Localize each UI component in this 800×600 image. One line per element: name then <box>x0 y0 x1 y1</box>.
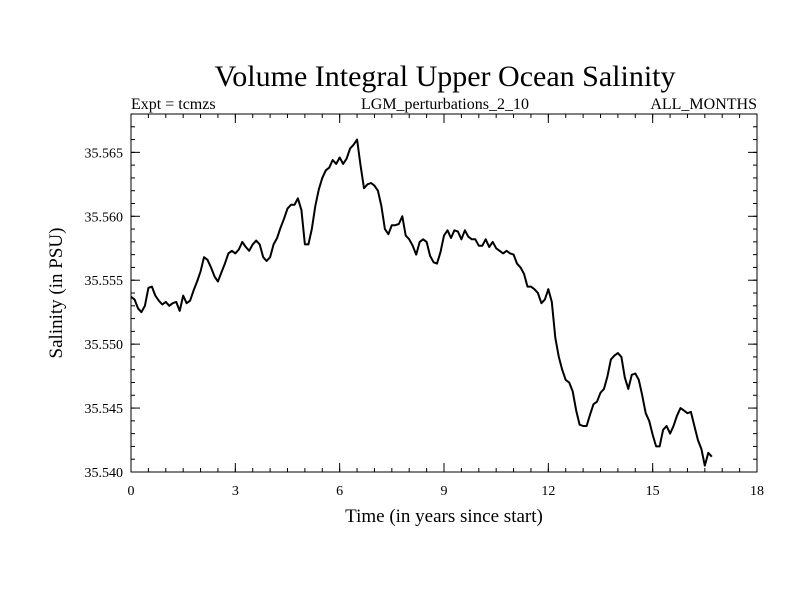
y-axis: 35.540 35.545 35.550 35.555 35.560 35.565 <box>85 113 757 481</box>
x-tick-label: 0 <box>128 484 135 499</box>
x-axis-label: Time (in years since start) <box>345 506 543 527</box>
subtitle-expt: Expt = tcmzs <box>131 96 216 113</box>
x-tick-label: 15 <box>646 484 660 499</box>
y-tick-label: 35.560 <box>85 210 124 225</box>
x-tick-label: 9 <box>441 484 448 499</box>
y-tick-label: 35.555 <box>85 274 124 289</box>
x-tick-label: 18 <box>750 484 764 499</box>
chart-title: Volume Integral Upper Ocean Salinity <box>215 60 676 93</box>
plot-frame <box>130 113 758 473</box>
subtitle-experiment-name: LGM_perturbations_2_10 <box>361 96 529 113</box>
x-tick-label: 12 <box>541 484 555 499</box>
x-tick-label: 3 <box>232 484 239 499</box>
salinity-series-line <box>130 138 713 467</box>
y-tick-label: 35.545 <box>85 402 124 417</box>
x-tick-label: 6 <box>336 484 343 499</box>
y-axis-label: Salinity (in PSU) <box>46 228 67 359</box>
x-axis: 0 3 6 9 12 15 18 <box>128 114 764 499</box>
y-tick-label: 35.565 <box>85 146 124 161</box>
y-tick-label: 35.540 <box>85 466 124 481</box>
y-tick-label: 35.550 <box>85 338 124 353</box>
subtitle-months: ALL_MONTHS <box>650 96 757 113</box>
